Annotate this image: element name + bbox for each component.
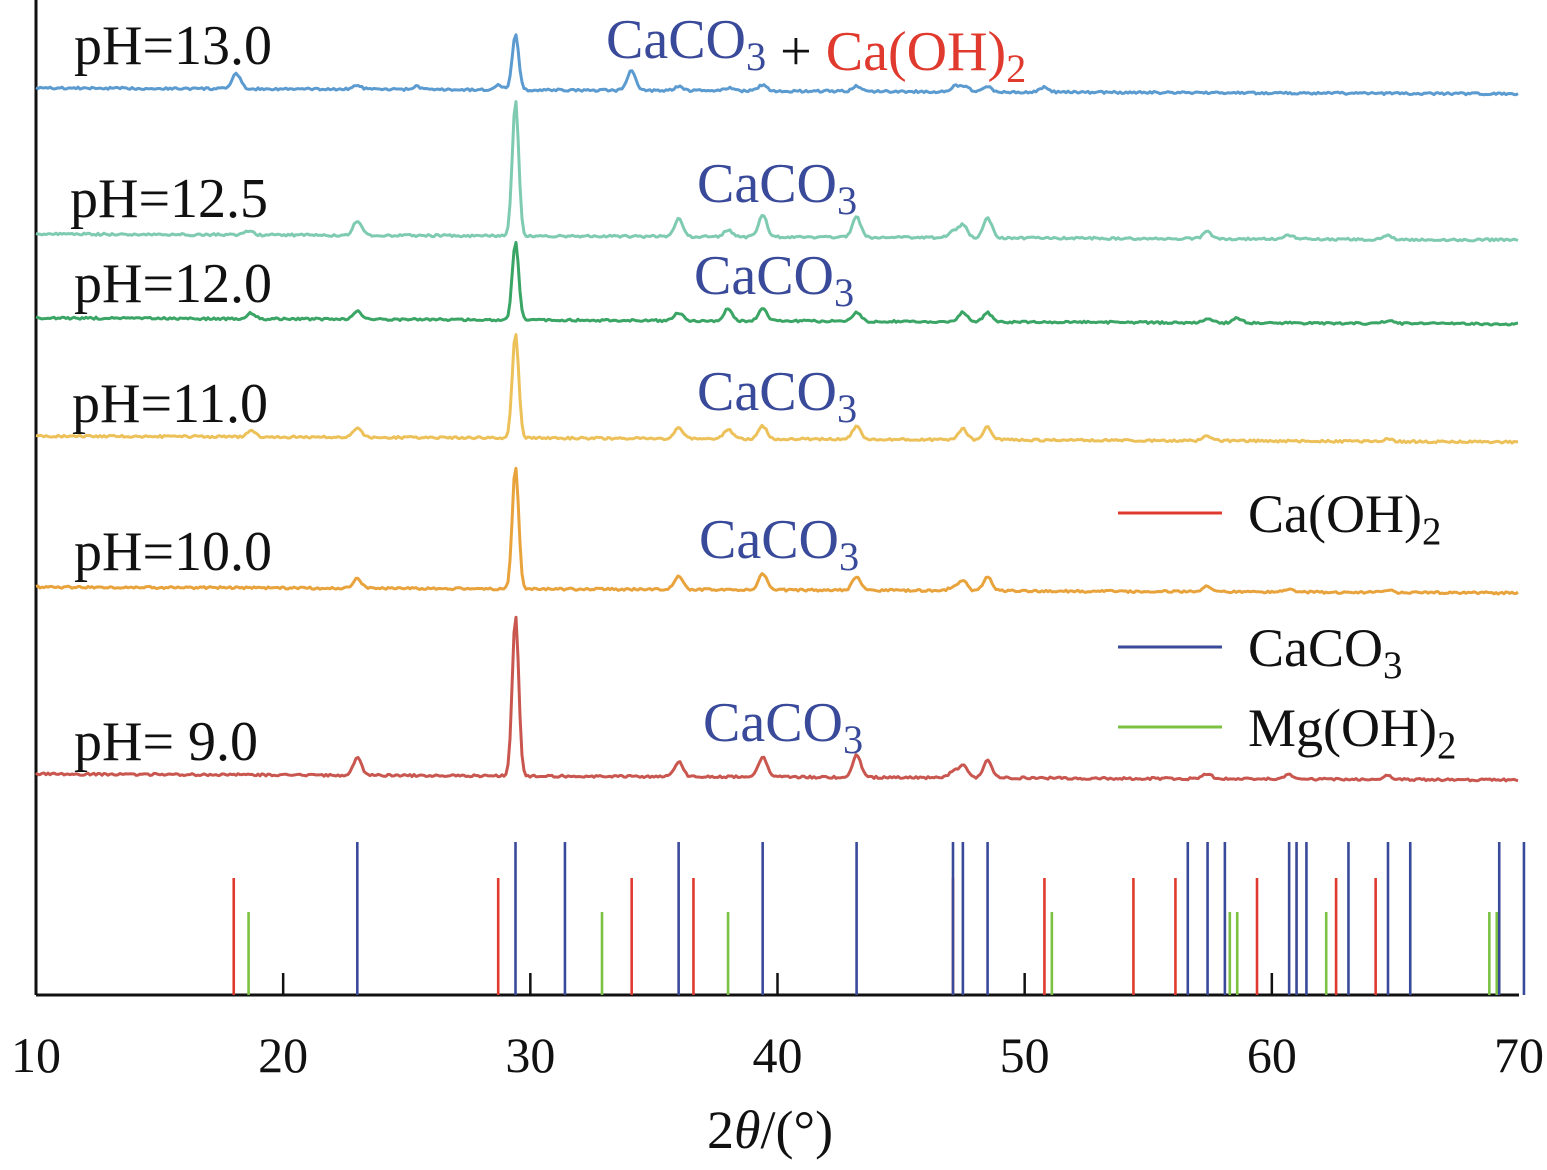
ph-label: pH= 9.0: [74, 711, 258, 773]
pattern-lines: [34, 33, 1519, 783]
x-tick-label: 20: [258, 1027, 308, 1083]
phase-label-caco3-sub: 3: [746, 34, 766, 79]
phase-label-caco3-main: CaCO: [703, 692, 843, 754]
x-tick-label: 30: [505, 1027, 555, 1083]
x-tick-label: 10: [11, 1027, 61, 1083]
legend-label-mg-oh-2-main: Mg(OH): [1248, 698, 1437, 758]
phase-label-caco3-sub: 3: [839, 534, 859, 579]
x-axis-title-unit: /(°): [760, 1100, 833, 1160]
phase-label-plus: +: [766, 21, 826, 83]
axes: 10 20 30 40 50 60 70: [11, 0, 1544, 1083]
phase-label-caco3-sub: 3: [837, 178, 857, 223]
phase-label-ca-oh-2-sub: 2: [1006, 46, 1026, 91]
phase-label: CaCO3: [697, 361, 857, 431]
phase-label-caco3-main: CaCO: [694, 245, 834, 307]
ph-label: pH=11.0: [72, 373, 268, 435]
phase-label: CaCO3: [703, 692, 863, 762]
phase-label-caco3-sub: 3: [837, 386, 857, 431]
pattern-line-ph-12-0: [35, 240, 1519, 327]
legend-label-ca-oh-2: Ca(OH)2: [1248, 484, 1441, 553]
legend-label-mg-oh-2-sub: 2: [1437, 724, 1456, 767]
legend-label-mg-oh-2: Mg(OH)2: [1248, 698, 1456, 767]
pattern-line-ph-10-0: [35, 466, 1519, 596]
ph-label: pH=13.0: [74, 15, 272, 77]
x-axis-title: 2θ/(°): [707, 1100, 833, 1160]
pattern-line-ph-9-0: [34, 615, 1519, 783]
x-tick-label: 50: [1000, 1027, 1050, 1083]
phase-label: CaCO3: [694, 245, 854, 315]
x-axis-title-theta: θ: [734, 1100, 761, 1160]
ph-labels: pH=13.0 pH=12.5 pH=12.0 pH=11.0 pH=10.0 pH= 9…: [70, 15, 272, 773]
legend-label-caco3-main: CaCO: [1248, 618, 1383, 678]
x-tick-label: 40: [753, 1027, 803, 1083]
legend-label-ca-oh-2-main: Ca(OH): [1248, 484, 1422, 544]
x-tick-label: 70: [1494, 1027, 1544, 1083]
pattern-line-ph-12-5: [35, 100, 1519, 243]
ph-label: pH=12.0: [74, 253, 272, 315]
phase-label: CaCO3: [697, 153, 857, 223]
phase-label-caco3-main: CaCO: [697, 153, 837, 215]
legend-label-caco3: CaCO3: [1248, 618, 1402, 687]
phase-label-caco3-main: CaCO: [606, 9, 746, 71]
x-tick-label: 60: [1247, 1027, 1297, 1083]
ph-label: pH=10.0: [74, 521, 272, 583]
ph-label: pH=12.5: [70, 168, 268, 230]
phase-label-caco3-sub: 3: [834, 270, 854, 315]
phase-label-caco3-main: CaCO: [697, 361, 837, 423]
x-axis-title-prefix: 2: [707, 1100, 734, 1160]
pattern-line-ph-13-0: [35, 33, 1519, 97]
pattern-line-ph-11-0: [35, 333, 1519, 445]
phase-label-ca-oh-2-main: Ca(OH): [826, 21, 1006, 83]
phase-label: CaCO3 + Ca(OH)2: [606, 9, 1026, 91]
legend-label-caco3-sub: 3: [1383, 644, 1402, 687]
phase-label-caco3-sub: 3: [843, 717, 863, 762]
phase-label: CaCO3: [699, 509, 859, 579]
reference-lines: [232, 842, 1526, 995]
phase-label-caco3-main: CaCO: [699, 509, 839, 571]
legend-label-ca-oh-2-sub: 2: [1422, 510, 1441, 553]
